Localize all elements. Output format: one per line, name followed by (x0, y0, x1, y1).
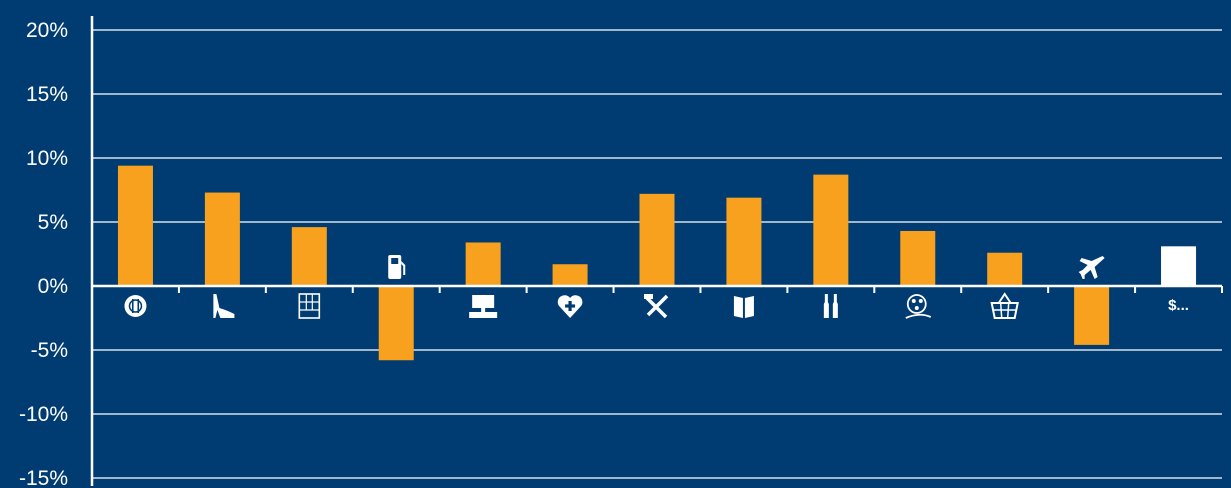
restaurant-plate-icon (124, 295, 147, 317)
y-tick-label: 0% (38, 275, 68, 298)
bar (465, 242, 501, 286)
y-tick-label: -10% (19, 403, 68, 426)
high-heel-shoe-icon (213, 294, 235, 318)
bar (726, 197, 762, 286)
wine-bottles-icon (823, 294, 838, 318)
y-tick-label: 20% (26, 19, 68, 42)
airplane-icon (1078, 256, 1105, 279)
grid-lines (92, 29, 1222, 479)
axes (90, 16, 1223, 486)
bars (117, 165, 1197, 361)
y-axis-tick-labels: 20% 15% 10% 5% 0% -5% -10% -15% (19, 19, 68, 488)
bar (1161, 246, 1197, 286)
category-labels: $... (124, 255, 1189, 319)
health-heart-icon (557, 295, 583, 318)
bar (813, 174, 849, 286)
y-tick-label: 10% (26, 147, 68, 170)
y-tick-label: -15% (19, 467, 68, 488)
bar (117, 165, 153, 286)
bar (639, 193, 675, 286)
bar (378, 286, 414, 361)
bar (900, 230, 936, 286)
y-tick-label: 15% (26, 83, 68, 106)
fuel-pump-icon (388, 255, 406, 279)
y-tick-label: 5% (38, 211, 68, 234)
bar (552, 264, 588, 286)
grocery-basket-icon (990, 292, 1019, 319)
books-icon (733, 296, 754, 318)
furniture-cabinet-icon (298, 293, 321, 319)
entertainment-film-icon (905, 294, 932, 319)
bar (204, 192, 240, 286)
bar (1074, 286, 1110, 345)
category-label: $... (1168, 297, 1189, 314)
bar (987, 252, 1023, 286)
y-tick-label: -5% (31, 339, 68, 362)
electronics-computer-icon (469, 295, 498, 318)
bar (291, 227, 327, 286)
hardware-tools-icon (644, 294, 669, 319)
